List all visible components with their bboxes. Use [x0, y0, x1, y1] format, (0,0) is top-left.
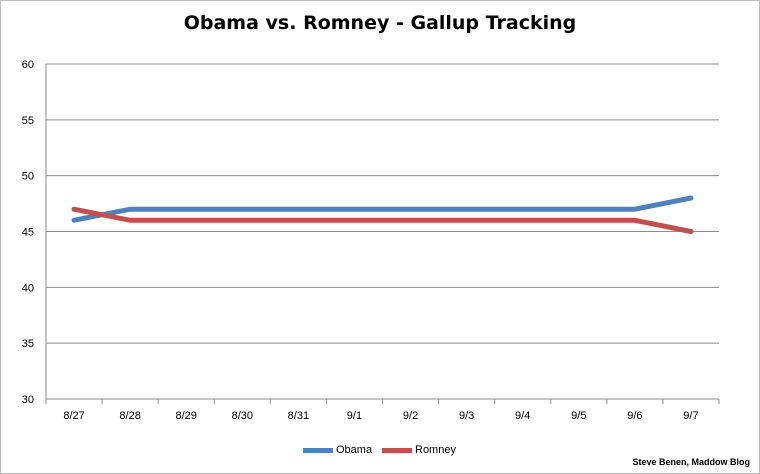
- series-line-romney: [71, 206, 694, 234]
- legend-label-obama: Obama: [336, 444, 373, 456]
- y-tick-label: 60: [22, 59, 34, 71]
- x-tick-label: 8/27: [63, 410, 84, 422]
- y-tick-label: 45: [22, 227, 34, 239]
- series-line-obama: [71, 195, 694, 223]
- x-tick-label: 9/2: [403, 410, 418, 422]
- y-tick-label: 50: [22, 171, 34, 183]
- legend-item-romney: Romney: [382, 441, 456, 459]
- x-tick-label: 8/31: [288, 410, 309, 422]
- legend: Obama Romney: [0, 441, 760, 459]
- x-tick-label: 9/1: [347, 410, 362, 422]
- y-tick-label: 35: [22, 338, 34, 350]
- legend-swatch-obama: [303, 447, 333, 453]
- legend-swatch-romney: [382, 447, 412, 453]
- credit-text: Steve Benen, Maddow Blog: [632, 457, 750, 467]
- x-tick-label: 8/28: [119, 410, 140, 422]
- y-tick-label: 40: [22, 282, 34, 294]
- y-tick-label: 30: [22, 394, 34, 406]
- x-tick-label: 9/3: [459, 410, 474, 422]
- x-tick-label: 9/5: [571, 410, 586, 422]
- legend-item-obama: Obama: [303, 441, 372, 459]
- chart-title: Obama vs. Romney - Gallup Tracking: [183, 12, 577, 34]
- x-tick-label: 9/7: [683, 410, 698, 422]
- x-tick-label: 8/30: [232, 410, 253, 422]
- legend-label-romney: Romney: [415, 444, 456, 456]
- x-tick-label: 9/6: [627, 410, 642, 422]
- y-tick-label: 55: [22, 115, 34, 127]
- x-tick-label: 8/29: [175, 410, 196, 422]
- x-tick-label: 9/4: [515, 410, 530, 422]
